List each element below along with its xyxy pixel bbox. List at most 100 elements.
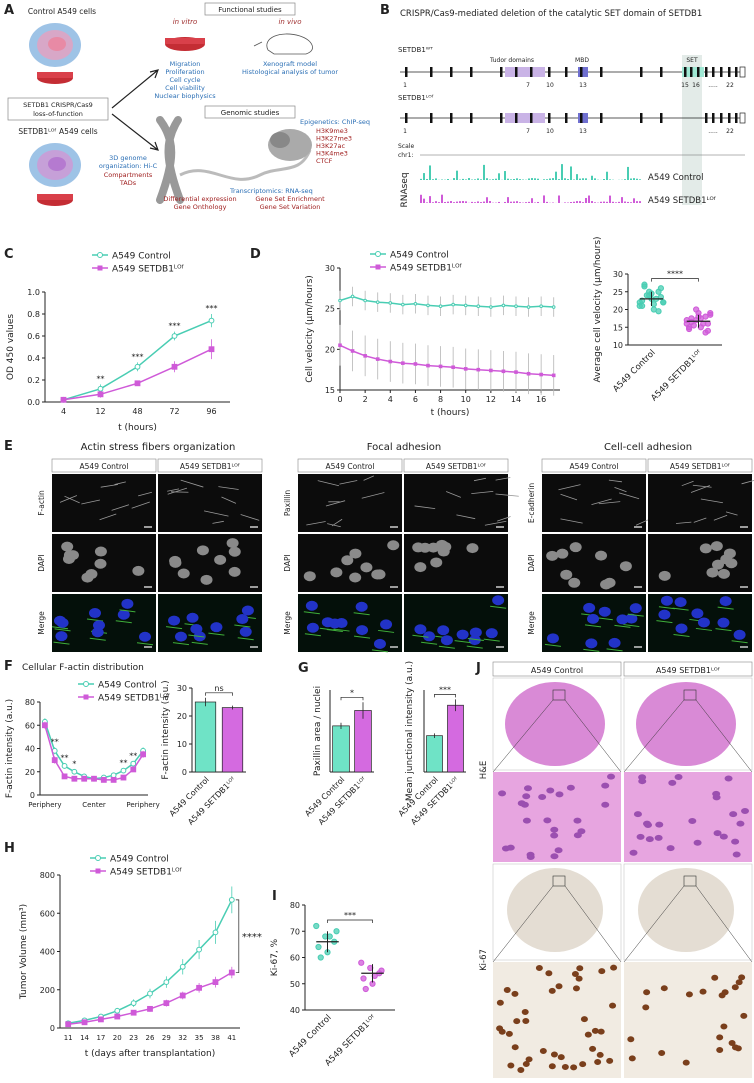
marker — [375, 300, 380, 304]
coverage — [438, 202, 440, 203]
fiber — [700, 498, 723, 504]
nucleus — [56, 617, 69, 628]
label: ..... — [708, 82, 718, 89]
ki67-nucleus — [682, 1059, 690, 1066]
y-tick-label: 40 — [290, 1006, 300, 1015]
marker — [179, 963, 186, 970]
nucleus — [414, 562, 427, 573]
micrograph — [158, 474, 262, 532]
coverage — [594, 178, 596, 180]
x-tick-label: 35 — [195, 1034, 204, 1042]
fiber — [138, 491, 152, 497]
membrane — [466, 645, 483, 649]
coverage — [603, 179, 605, 180]
nucleus — [62, 553, 75, 564]
label: Functional studies — [218, 6, 282, 14]
label: loss-of-function — [33, 110, 83, 118]
ki67-nucleus — [658, 1049, 666, 1056]
y-tick-label: 600 — [40, 909, 55, 918]
marker — [147, 990, 153, 997]
x-tick-label: 0 — [337, 395, 342, 404]
coverage — [477, 201, 479, 203]
data-point — [697, 324, 704, 331]
fiber — [681, 480, 694, 487]
membrane — [658, 606, 676, 610]
shape — [683, 875, 697, 887]
membrane — [412, 634, 429, 638]
label: Compartments — [104, 171, 153, 179]
cell — [741, 808, 750, 815]
membrane — [172, 642, 190, 646]
exon — [430, 67, 433, 77]
nucleus — [616, 614, 629, 625]
cell — [633, 811, 642, 818]
coverage — [504, 171, 506, 180]
label: SETDB1ᵂᵀ — [398, 46, 433, 54]
nucleus — [94, 558, 107, 569]
label: 1 — [403, 128, 407, 135]
x-axis-title: t (hours) — [118, 423, 157, 433]
ki67-nucleus — [505, 1030, 513, 1037]
y-tick-label: 0.4 — [27, 354, 40, 363]
label: MBD — [575, 57, 589, 64]
membrane — [371, 649, 389, 653]
cell — [655, 821, 664, 828]
label: 22 — [726, 128, 734, 135]
fiber — [619, 492, 640, 500]
nucleus — [423, 631, 436, 642]
exon — [470, 113, 473, 123]
marker — [363, 298, 367, 303]
y-tick-label: 15 — [325, 386, 335, 395]
ki67-nucleus — [731, 984, 739, 991]
micrograph — [648, 474, 752, 532]
nucleus — [168, 615, 181, 626]
significance: ns — [214, 684, 223, 693]
coverage — [519, 202, 521, 203]
bar — [354, 710, 372, 773]
nucleus — [356, 625, 369, 636]
panel-label: F — [4, 659, 13, 674]
zoom-line — [564, 885, 622, 963]
coverage — [534, 178, 536, 180]
shape — [37, 72, 73, 78]
label: Histological analysis of tumor — [242, 68, 338, 76]
label: Focal adhesion — [367, 442, 442, 453]
exon — [600, 113, 603, 123]
x-tick-label: 17 — [96, 1034, 105, 1042]
coverage — [498, 201, 500, 203]
y-axis-title: Tumor Volume (mm³) — [19, 904, 29, 1000]
exon — [530, 67, 533, 77]
ki67-nucleus — [548, 987, 556, 994]
fiber — [361, 492, 385, 499]
coverage — [534, 202, 536, 203]
exon — [500, 67, 503, 77]
coverage — [480, 202, 482, 203]
coverage — [441, 194, 443, 203]
coverage — [639, 179, 641, 180]
fiber — [339, 480, 358, 485]
dna — [179, 149, 312, 181]
nucleus — [61, 541, 74, 552]
chromosome — [156, 116, 184, 204]
coverage — [507, 178, 509, 180]
label: TADs — [119, 179, 137, 187]
ki67-nucleus — [594, 1059, 602, 1066]
coverage — [507, 197, 509, 203]
data-point — [707, 309, 714, 317]
coverage — [462, 178, 464, 180]
label: chr1: — [398, 152, 413, 159]
coverage — [612, 201, 614, 203]
marker — [526, 371, 531, 376]
histology — [493, 962, 621, 1078]
coverage — [627, 201, 629, 203]
cell — [636, 833, 645, 840]
shape — [270, 132, 290, 148]
exon — [405, 67, 408, 77]
cell — [573, 817, 582, 824]
membrane — [421, 641, 438, 645]
y-tick-label: 70 — [290, 927, 300, 936]
coverage — [435, 178, 437, 180]
shape — [578, 113, 588, 123]
exon — [640, 67, 643, 77]
coverage — [624, 201, 626, 203]
